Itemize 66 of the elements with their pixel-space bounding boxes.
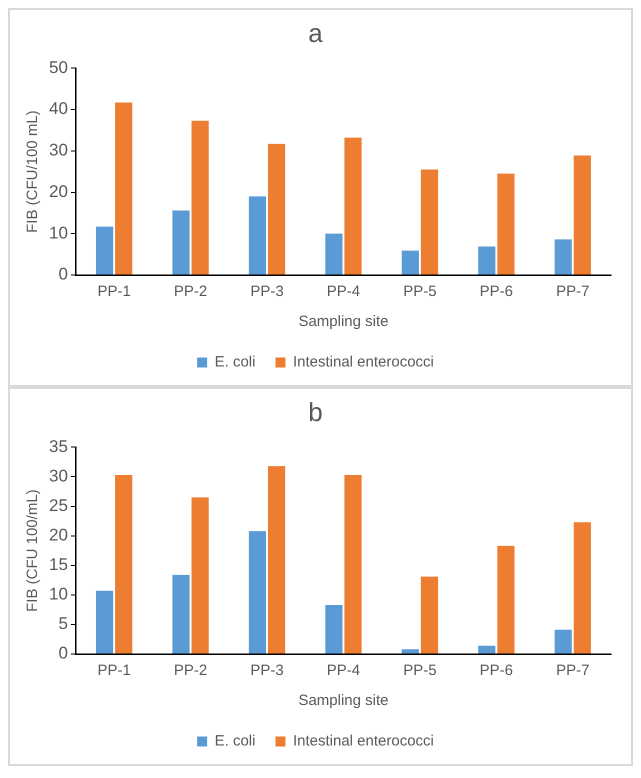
y-tick-label: 40 — [48, 99, 68, 118]
y-tick-label: 0 — [58, 264, 68, 284]
bar — [420, 170, 438, 274]
legend-label: E. coli — [214, 732, 256, 750]
y-tick-label: 30 — [48, 140, 68, 160]
y-tick-label: 35 — [48, 436, 68, 456]
x-tick-label: PP-4 — [326, 662, 360, 680]
legend-label: Intestinal enterococci — [292, 354, 434, 371]
bar — [192, 497, 209, 654]
x-tick-label: PP-7 — [556, 283, 590, 300]
y-axis-title: FIB (CFU/100 mL) — [24, 110, 42, 233]
x-axis-title: Sampling site — [298, 692, 388, 710]
bar — [420, 576, 438, 654]
x-tick-label: PP-2 — [174, 283, 208, 300]
x-tick-label: PP-1 — [97, 283, 131, 300]
y-tick-label: 20 — [48, 182, 68, 201]
bar — [268, 466, 286, 654]
chart-title: b — [308, 396, 323, 427]
bar — [325, 604, 342, 654]
bar — [344, 138, 362, 274]
y-tick-label: 30 — [48, 466, 68, 486]
x-tick-label: PP-3 — [250, 662, 284, 680]
bar — [248, 196, 266, 274]
bar — [172, 210, 190, 274]
bar — [344, 474, 362, 654]
bar — [554, 630, 572, 654]
x-tick-label: PP-7 — [556, 662, 590, 680]
y-tick-label: 10 — [48, 223, 68, 242]
x-tick-label: PP-1 — [97, 662, 131, 680]
bar — [574, 522, 591, 654]
bar — [574, 155, 591, 274]
chart-title: a — [308, 18, 324, 48]
x-tick-label: PP-6 — [480, 283, 514, 300]
x-tick-label: PP-5 — [403, 283, 437, 300]
x-tick-label: PP-4 — [326, 283, 360, 300]
y-tick-label: 15 — [48, 555, 68, 574]
bar — [115, 102, 132, 274]
bar — [478, 246, 496, 274]
legend-label: E. coli — [214, 354, 256, 371]
y-axis-title: FIB (CFU 100/mL) — [24, 489, 42, 612]
x-tick-label: PP-3 — [250, 283, 284, 300]
y-tick-label: 50 — [48, 58, 68, 77]
y-tick-label: 5 — [58, 614, 68, 634]
bar — [497, 546, 514, 654]
y-tick-label: 0 — [58, 644, 68, 663]
x-axis-title: Sampling site — [298, 313, 388, 330]
x-tick-label: PP-5 — [403, 662, 437, 680]
legend-label: Intestinal enterococci — [292, 732, 434, 750]
bar — [478, 646, 496, 654]
bar — [402, 649, 419, 654]
bar — [172, 574, 190, 654]
bar — [192, 120, 209, 274]
bar — [325, 234, 342, 274]
bar — [554, 239, 572, 274]
bar — [115, 474, 132, 654]
x-tick-label: PP-2 — [174, 662, 208, 680]
bar — [268, 144, 286, 274]
y-tick-label: 25 — [48, 496, 68, 515]
bar — [248, 531, 266, 654]
bar — [96, 226, 114, 274]
bar — [497, 174, 514, 274]
y-tick-label: 20 — [48, 526, 68, 545]
bar — [402, 250, 419, 274]
bar — [96, 590, 114, 654]
y-tick-label: 10 — [48, 584, 68, 604]
x-tick-label: PP-6 — [480, 662, 514, 680]
